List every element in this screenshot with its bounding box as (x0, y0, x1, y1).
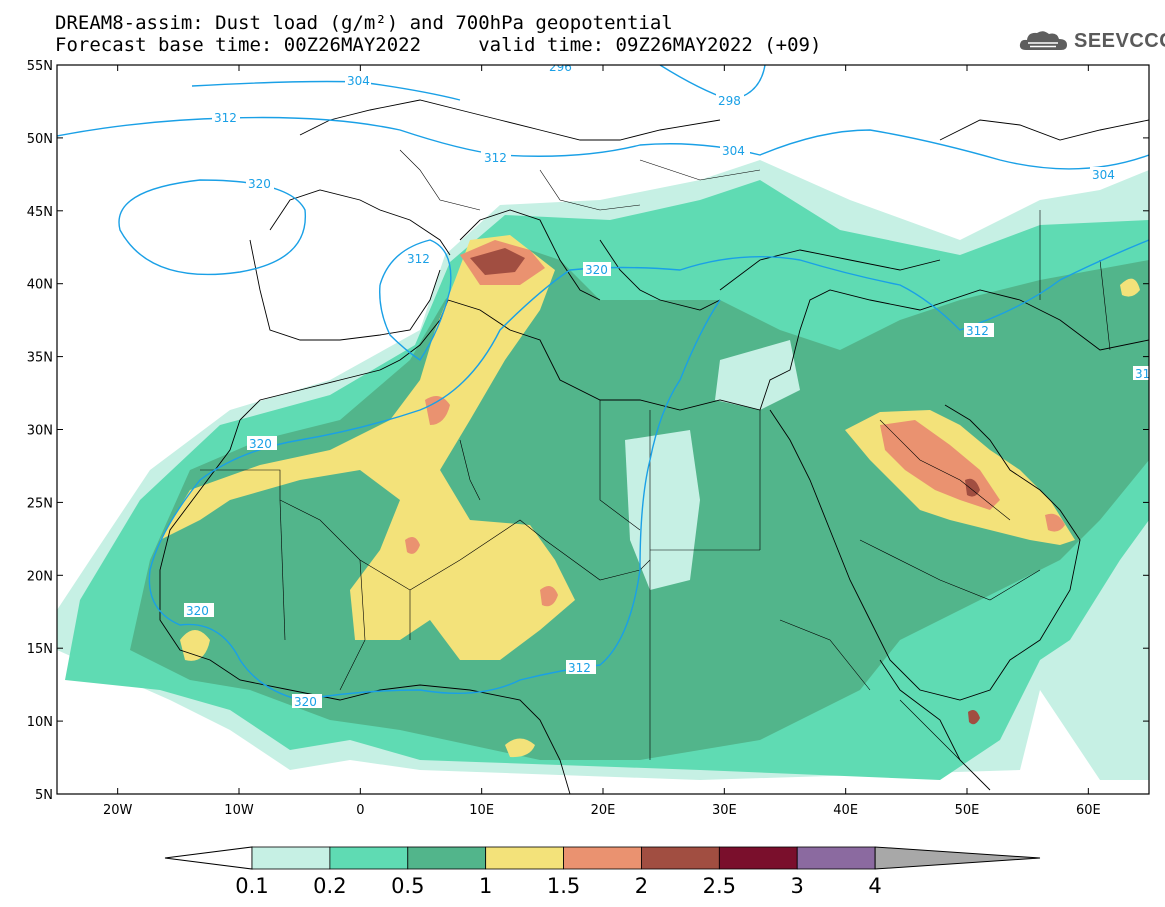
dust-level-2 (470, 248, 525, 275)
contour-label: 312 (214, 111, 237, 125)
colorbar-swatch (563, 846, 642, 870)
dust-clear-patch-2 (715, 340, 800, 410)
colorbar-tick-label: 1.5 (547, 874, 580, 898)
map-title: DREAM8-assim: Dust load (g/m²) and 700hP… (55, 12, 673, 34)
lon-label: 40E (833, 803, 858, 818)
colorbar-swatch (718, 846, 798, 870)
dust-level-1 (160, 235, 575, 660)
colorbar-max-arrow (874, 846, 1041, 870)
contour-label: 312 (966, 324, 989, 338)
colorbar-swatch (329, 846, 409, 870)
lat-label: 40N (27, 278, 53, 293)
latitude-axis: 55N 50N 45N 40N 35N 30N 25N 20N 15N 10N 5N (27, 59, 1149, 803)
colorbar: 0.1 0.2 0.5 1 1.5 2 2.5 3 4 (164, 846, 1041, 898)
colorbar-swatch (407, 846, 487, 870)
colorbar-swatch (641, 846, 720, 870)
cloud-logo-icon (1019, 31, 1067, 50)
colorbar-tick-label: 3 (791, 874, 804, 898)
colorbar-tick-label: 0.5 (391, 874, 424, 898)
colorbar-swatch (485, 846, 564, 870)
contour-label: 298 (718, 94, 741, 108)
colorbar-tick-label: 1 (479, 874, 492, 898)
lon-label: 0 (356, 803, 364, 818)
lat-label: 30N (27, 424, 53, 439)
dust-level-1.5-e (1045, 513, 1065, 532)
lat-label: 55N (27, 59, 53, 74)
contour-label: 320 (294, 695, 317, 709)
contour-labels: 304 312 312 320 312 320 298 304 312 320 … (184, 60, 1150, 709)
lat-label: 35N (27, 351, 53, 366)
map-subtitle: Forecast base time: 00Z26MAY2022 valid t… (55, 34, 822, 56)
colorbar-tick-label: 4 (868, 874, 881, 898)
contour-label: 296 (549, 60, 572, 74)
contour-label: 320 (585, 263, 608, 277)
lat-label: 25N (27, 496, 53, 511)
lat-label: 15N (27, 642, 53, 657)
lat-label: 20N (27, 569, 53, 584)
dust-level-1.5-b (425, 396, 450, 425)
longitude-axis: 20W 10W 0 10E 20E 30E 40E 50E 60E (103, 65, 1101, 818)
coastlines (159, 99, 1149, 794)
contour-label: 312 (484, 151, 507, 165)
dust-level-1-spot-2 (505, 738, 535, 758)
lon-label: 20E (591, 803, 616, 818)
colorbar-tick-label: 2 (635, 874, 648, 898)
dust-level-1.5-f (405, 536, 420, 554)
contour-label: 304 (347, 74, 370, 88)
colorbar-min-arrow (164, 846, 253, 870)
lat-label: 5N (35, 788, 53, 803)
dust-level-1.5-d (540, 586, 558, 607)
seevccc-logo: SEEVCCC (1018, 28, 1165, 54)
contour-label: 304 (722, 144, 745, 158)
lon-label: 10W (224, 803, 254, 818)
contour-label: 320 (249, 437, 272, 451)
lon-label: 20W (103, 803, 133, 818)
lon-label: 10E (469, 803, 494, 818)
logo-text: SEEVCCC (1074, 29, 1165, 52)
contour-label: 320 (248, 177, 271, 191)
dust-level-1-spot (180, 630, 210, 661)
contour-label: 31 (1135, 367, 1150, 381)
contour-label: 304 (1092, 168, 1115, 182)
contour-label: 320 (186, 604, 209, 618)
colorbar-swatch (796, 846, 876, 870)
country-borders (200, 149, 1111, 761)
lon-label: 50E (955, 803, 980, 818)
contour-label: 312 (568, 661, 591, 675)
colorbar-tick-label: 0.2 (313, 874, 346, 898)
dust-level-1-spot-3 (1120, 278, 1140, 297)
colorbar-tick-label: 2.5 (703, 874, 736, 898)
dust-map-area: 304 312 312 320 312 320 298 304 312 320 … (57, 60, 1150, 794)
dust-level-2-c (968, 710, 980, 725)
colorbar-tick-label: 0.1 (235, 874, 268, 898)
dust-level-2-b (965, 478, 980, 497)
contour-label: 312 (407, 252, 430, 266)
lat-label: 45N (27, 205, 53, 220)
lon-label: 30E (712, 803, 737, 818)
colorbar-swatch (251, 846, 331, 870)
lat-label: 10N (27, 715, 53, 730)
lat-label: 50N (27, 132, 53, 147)
lon-label: 60E (1076, 803, 1101, 818)
